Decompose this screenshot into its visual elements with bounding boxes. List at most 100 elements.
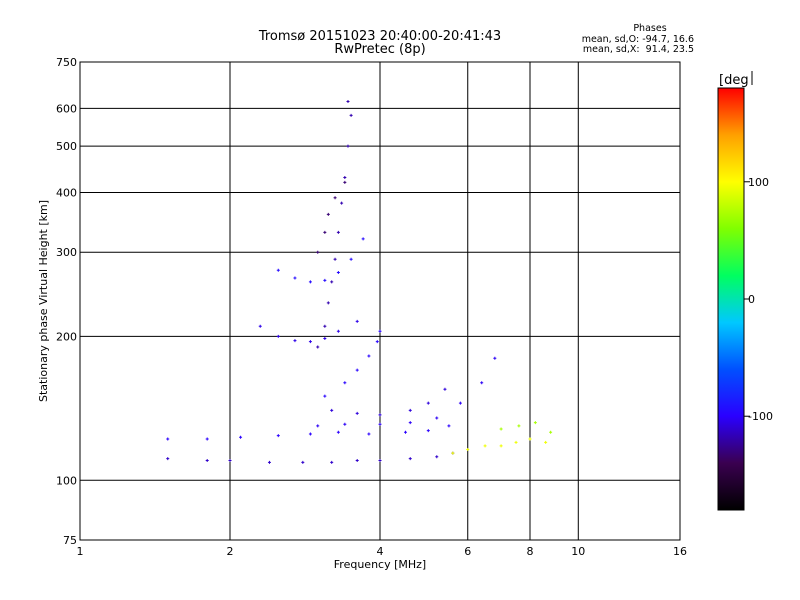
scatter-point (528, 437, 532, 441)
colorbar-ticks: 100 0 -100 (744, 176, 773, 423)
x-tick-label: 16 (673, 545, 687, 558)
scatter-point (499, 427, 503, 431)
scatter-point (375, 340, 379, 344)
y-tick-label: 200 (56, 330, 77, 343)
scatter-point (544, 440, 548, 444)
scatter-point (336, 230, 340, 234)
scatter-point (458, 401, 462, 405)
scatter-point (480, 381, 484, 385)
x-tick-label: 2 (227, 545, 234, 558)
scatter-point (517, 424, 521, 428)
x-tick-label: 8 (527, 545, 534, 558)
scatter-point (435, 455, 439, 459)
scatter-point (355, 458, 359, 462)
scatter-point (343, 381, 347, 385)
phase-stats: Phases mean, sd,O: -94.7, 16.6 mean, sd,… (582, 23, 694, 55)
scatter-point (333, 257, 337, 261)
scatter-point (205, 458, 209, 462)
colorbar: [deg 100 0 -100 (717, 71, 773, 511)
scatter-point (323, 336, 327, 340)
scatter-point (323, 394, 327, 398)
scatter-point (267, 460, 271, 464)
y-tick-label: 750 (56, 56, 77, 69)
scatter-point (349, 113, 353, 117)
scatter-point (293, 339, 297, 343)
scatter-point (326, 301, 330, 305)
scatter-point (316, 345, 320, 349)
scatter-point (378, 329, 382, 333)
y-tick-label: 400 (56, 186, 77, 199)
scatter-point (228, 458, 232, 462)
scatter-point (276, 334, 280, 338)
scatter-point (293, 276, 297, 280)
scatter-point (239, 435, 243, 439)
scatter-point (549, 430, 553, 434)
colorbar-gradient (717, 87, 745, 511)
scatter-point (355, 368, 359, 372)
y-tick-label: 75 (63, 534, 77, 547)
scatter-point (340, 201, 344, 205)
scatter-point (499, 444, 503, 448)
scatter-point (166, 437, 170, 441)
chart-title: Tromsø 20151023 20:40:00-20:41:43 (258, 29, 501, 44)
scatter-point (276, 268, 280, 272)
scatter-point (408, 408, 412, 412)
scatter-point (483, 444, 487, 448)
x-tick-label: 6 (464, 545, 471, 558)
scatter-point (435, 416, 439, 420)
scatter-point (514, 440, 518, 444)
scatter-point (447, 424, 451, 428)
scatter-point (308, 340, 312, 344)
scatter-point (346, 100, 350, 104)
scatter-point (466, 447, 470, 451)
y-tick-label: 100 (56, 474, 77, 487)
y-tick-label: 500 (56, 140, 77, 153)
scatter-point (378, 413, 382, 417)
colorbar-tick-label: 0 (748, 293, 755, 306)
scatter-point (361, 237, 365, 241)
scatter-point (276, 434, 280, 438)
scatter-point (426, 401, 430, 405)
phase-stats-x: mean, sd,X: 91.4, 23.5 (583, 44, 694, 55)
chart-subtitle: RwPretec (8p) (334, 42, 425, 57)
scatter-point (258, 324, 262, 328)
scatter-point (367, 354, 371, 358)
scatter-point (336, 329, 340, 333)
scatter-point (349, 257, 353, 261)
scatter-point (367, 432, 371, 436)
scatter-point (355, 319, 359, 323)
scatter-point (378, 422, 382, 426)
scatter-point (343, 422, 347, 426)
scatter-point (330, 408, 334, 412)
scatter-point (443, 387, 447, 391)
scatter-point (323, 324, 327, 328)
scatter-point (343, 175, 347, 179)
colorbar-label: [deg (719, 73, 749, 88)
scatter-point (316, 250, 320, 254)
scatter-point (355, 411, 359, 415)
scatter-point (308, 432, 312, 436)
phase-stats-o: mean, sd,O: -94.7, 16.6 (582, 34, 694, 45)
x-tick-label: 4 (377, 545, 384, 558)
scatter-point (343, 180, 347, 184)
scatter-point (336, 430, 340, 434)
y-tick-label: 600 (56, 102, 77, 115)
scatter-point (493, 356, 497, 360)
scatter-point (323, 230, 327, 234)
scatter-point (336, 271, 340, 275)
y-tick-label: 300 (56, 246, 77, 259)
scatter-point (378, 458, 382, 462)
axis-ticks: 1 2 4 6 8 10 16 75 100 200 300 400 500 600 750 (56, 56, 687, 558)
scatter-point (205, 437, 209, 441)
colorbar-tick-label: -100 (748, 410, 773, 423)
x-tick-label: 1 (77, 545, 84, 558)
scatter-point (403, 430, 407, 434)
scatter-point (166, 457, 170, 461)
y-axis-label: Stationary phase Virtual Height [km] (37, 200, 50, 402)
scatter-point (316, 424, 320, 428)
scatter-point (330, 460, 334, 464)
phase-stats-header: Phases (633, 23, 666, 34)
scatter-point (533, 421, 537, 425)
scatter-point (408, 457, 412, 461)
